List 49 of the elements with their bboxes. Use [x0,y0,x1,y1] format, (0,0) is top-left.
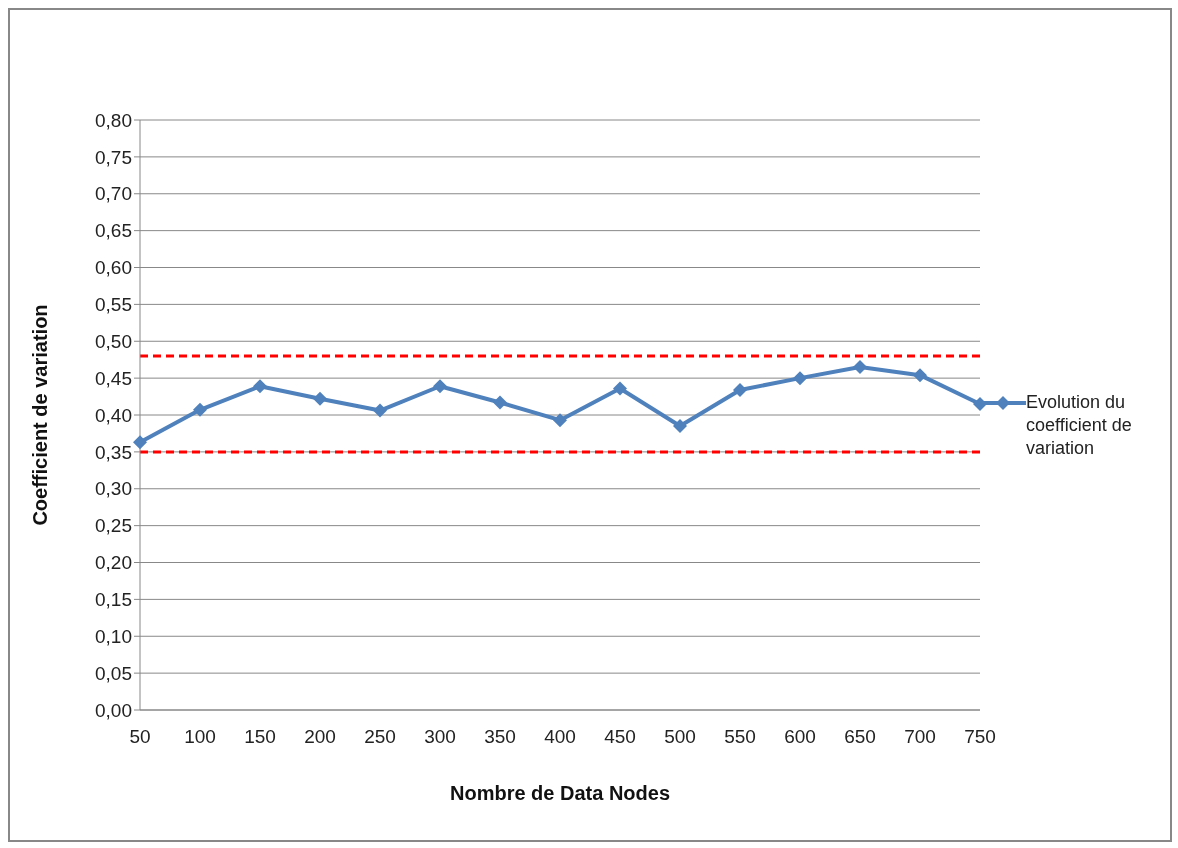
x-tick-label: 650 [844,726,876,748]
y-tick-label: 0,80 [95,109,132,131]
x-tick-label: 700 [904,726,936,748]
y-tick-label: 0,45 [95,367,132,389]
x-tick-label: 750 [964,726,996,748]
point [253,379,267,394]
point [373,403,387,418]
x-tick-label: 450 [604,726,636,748]
x-tick-label: 500 [664,726,696,748]
y-tick-label: 0,75 [95,146,132,168]
point [793,371,807,386]
y-tick-label: 0,60 [95,257,132,279]
point [313,391,327,406]
y-tick-label: 0,65 [95,220,132,242]
y-tick-label: 0,20 [95,552,132,574]
x-tick-label: 400 [544,726,576,748]
point [493,395,507,410]
x-tick-label: 350 [484,726,516,748]
y-tick-label: 0,30 [95,478,132,500]
y-tick-label: 0,40 [95,404,132,426]
x-tick-label: 50 [129,726,151,748]
point [193,402,207,417]
point [433,379,447,394]
x-tick-label: 300 [424,726,456,748]
y-tick-label: 0,05 [95,662,132,684]
legend-label: Evolution du coefficient de variation [1026,390,1133,460]
y-tick-label: 0,10 [95,625,132,647]
y-tick-label: 0,35 [95,441,132,463]
y-axis-title: Coefficient de variation [29,304,52,526]
point [673,419,687,434]
point [853,360,867,375]
y-tick-label: 0,70 [95,183,132,205]
x-tick-label: 600 [784,726,816,748]
y-tick-label: 0,00 [95,699,132,721]
x-tick-label: 550 [724,726,756,748]
point [913,368,927,383]
point [553,413,567,428]
point [613,381,627,396]
y-tick-label: 0,15 [95,589,132,611]
x-axis-title: Nombre de Data Nodes [449,782,671,804]
x-tick-label: 250 [364,726,396,748]
point [733,382,747,397]
y-tick-label: 0,25 [95,515,132,537]
x-tick-label: 150 [244,726,276,748]
x-tick-label: 200 [304,726,336,748]
y-tick-label: 0,50 [95,330,132,352]
x-tick-label: 100 [184,726,216,748]
point [133,435,147,450]
y-tick-label: 0,55 [95,294,132,316]
